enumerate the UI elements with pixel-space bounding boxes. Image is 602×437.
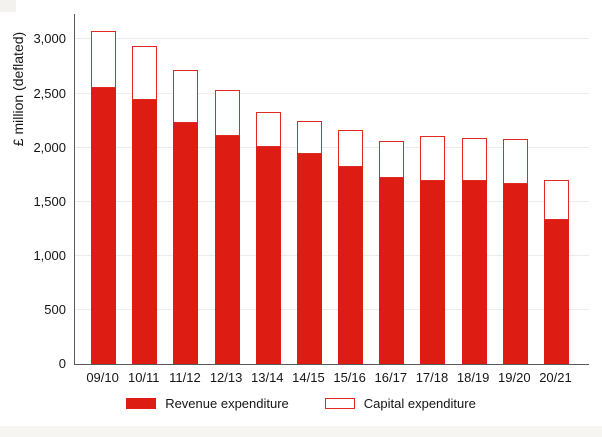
revenue-segment-09/10: [91, 88, 117, 364]
gridline-1500: [75, 200, 589, 202]
bar-slot-19/20: [495, 14, 536, 364]
bar-slot-16/17: [371, 14, 412, 364]
revenue-segment-19/20: [502, 184, 528, 364]
x-tick-label-09/10: 09/10: [86, 370, 119, 385]
capital-segment-20/21: [543, 180, 569, 221]
legend-item-revenue: Revenue expenditure: [126, 396, 289, 411]
capital-segment-09/10: [91, 30, 117, 89]
stacked-bar-20/21: [543, 14, 569, 364]
capital-segment-16/17: [379, 141, 405, 178]
y-tick-label-1500: 1,500: [33, 193, 66, 209]
x-tick-label-18/19: 18/19: [456, 370, 490, 385]
stacked-bar-13/14: [255, 14, 281, 364]
x-tick-label-19/20: 19/20: [498, 370, 531, 385]
revenue-segment-16/17: [379, 177, 405, 364]
bar-slot-17/18: [412, 14, 453, 364]
bar-slot-13/14: [248, 14, 289, 364]
bar-slot-11/12: [165, 14, 206, 364]
stacked-bar-11/12: [173, 14, 199, 364]
stacked-bar-19/20: [502, 14, 528, 364]
x-tick-label-12/13: 12/13: [209, 370, 243, 385]
page-edge-band: [0, 426, 602, 437]
x-tick-label-13/14: 13/14: [251, 370, 284, 385]
stacked-bar-18/19: [461, 14, 487, 364]
stacked-bar-09/10: [91, 14, 117, 364]
x-tick-label-11/12: 11/12: [169, 370, 201, 385]
capital-segment-11/12: [173, 69, 199, 123]
gridline-2500: [75, 92, 589, 94]
revenue-segment-10/11: [132, 100, 158, 364]
y-tick-label-0: 0: [58, 356, 66, 371]
bar-slot-09/10: [83, 14, 124, 364]
legend-item-capital: Capital expenditure: [324, 396, 476, 411]
gridline-1000: [75, 254, 589, 256]
x-tick-label-20/21: 20/21: [539, 370, 572, 385]
legend: Revenue expenditure Capital expenditure: [0, 396, 602, 411]
revenue-segment-17/18: [420, 181, 446, 364]
revenue-segment-18/19: [461, 181, 487, 364]
gridline-3000: [75, 38, 589, 40]
bar-slot-20/21: [536, 14, 577, 364]
y-tick-label-2000: 2,000: [33, 139, 66, 155]
y-tick-label-3000: 3,000: [33, 31, 66, 47]
legend-label-capital: Capital expenditure: [363, 396, 476, 411]
stacked-bar-12/13: [214, 14, 240, 364]
background-artifact: [0, 0, 16, 12]
revenue-segment-20/21: [543, 220, 569, 364]
gridline-500: [75, 308, 589, 310]
bar-slot-18/19: [454, 14, 495, 364]
bar-slot-14/15: [289, 14, 330, 364]
capital-segment-15/16: [338, 130, 364, 168]
y-tick-label-1000: 1,000: [33, 247, 66, 263]
capital-segment-17/18: [420, 135, 446, 182]
bar-slot-12/13: [207, 14, 248, 364]
revenue-segment-14/15: [296, 154, 322, 364]
capital-segment-19/20: [502, 138, 528, 185]
stacked-bar-10/11: [132, 14, 158, 364]
stacked-bar-17/18: [420, 14, 446, 364]
capital-segment-12/13: [214, 90, 240, 136]
x-tick-label-16/17: 16/17: [374, 370, 408, 385]
bar-slot-10/11: [124, 14, 165, 364]
revenue-segment-12/13: [214, 135, 240, 364]
capital-segment-18/19: [461, 137, 487, 182]
x-tick-label-10/11: 10/11: [127, 370, 160, 385]
capital-segment-14/15: [296, 120, 322, 155]
revenue-segment-13/14: [255, 146, 281, 364]
revenue-swatch-icon: [126, 398, 157, 409]
y-tick-label-2500: 2,500: [33, 85, 66, 101]
legend-label-revenue: Revenue expenditure: [165, 396, 289, 411]
x-tick-label-17/18: 17/18: [415, 370, 449, 385]
stacked-bar-15/16: [338, 14, 364, 364]
x-tick-label-14/15: 14/15: [292, 370, 325, 385]
x-tick-label-15/16: 15/16: [333, 370, 366, 385]
capital-swatch-icon: [324, 398, 355, 409]
y-tick-label-500: 500: [44, 301, 66, 317]
capital-segment-10/11: [132, 45, 158, 101]
bars-row: [75, 14, 589, 364]
capital-segment-13/14: [255, 111, 281, 147]
stacked-bar-14/15: [296, 14, 322, 364]
plot-area: [74, 14, 589, 365]
x-axis-tick-labels: 09/10 10/11 11/12 12/13 13/14 14/15 15/16 16/17…: [74, 370, 588, 385]
revenue-segment-15/16: [338, 167, 364, 364]
revenue-segment-11/12: [173, 122, 199, 364]
gridline-2000: [75, 146, 589, 148]
bar-slot-15/16: [330, 14, 371, 364]
stacked-bar-16/17: [379, 14, 405, 364]
